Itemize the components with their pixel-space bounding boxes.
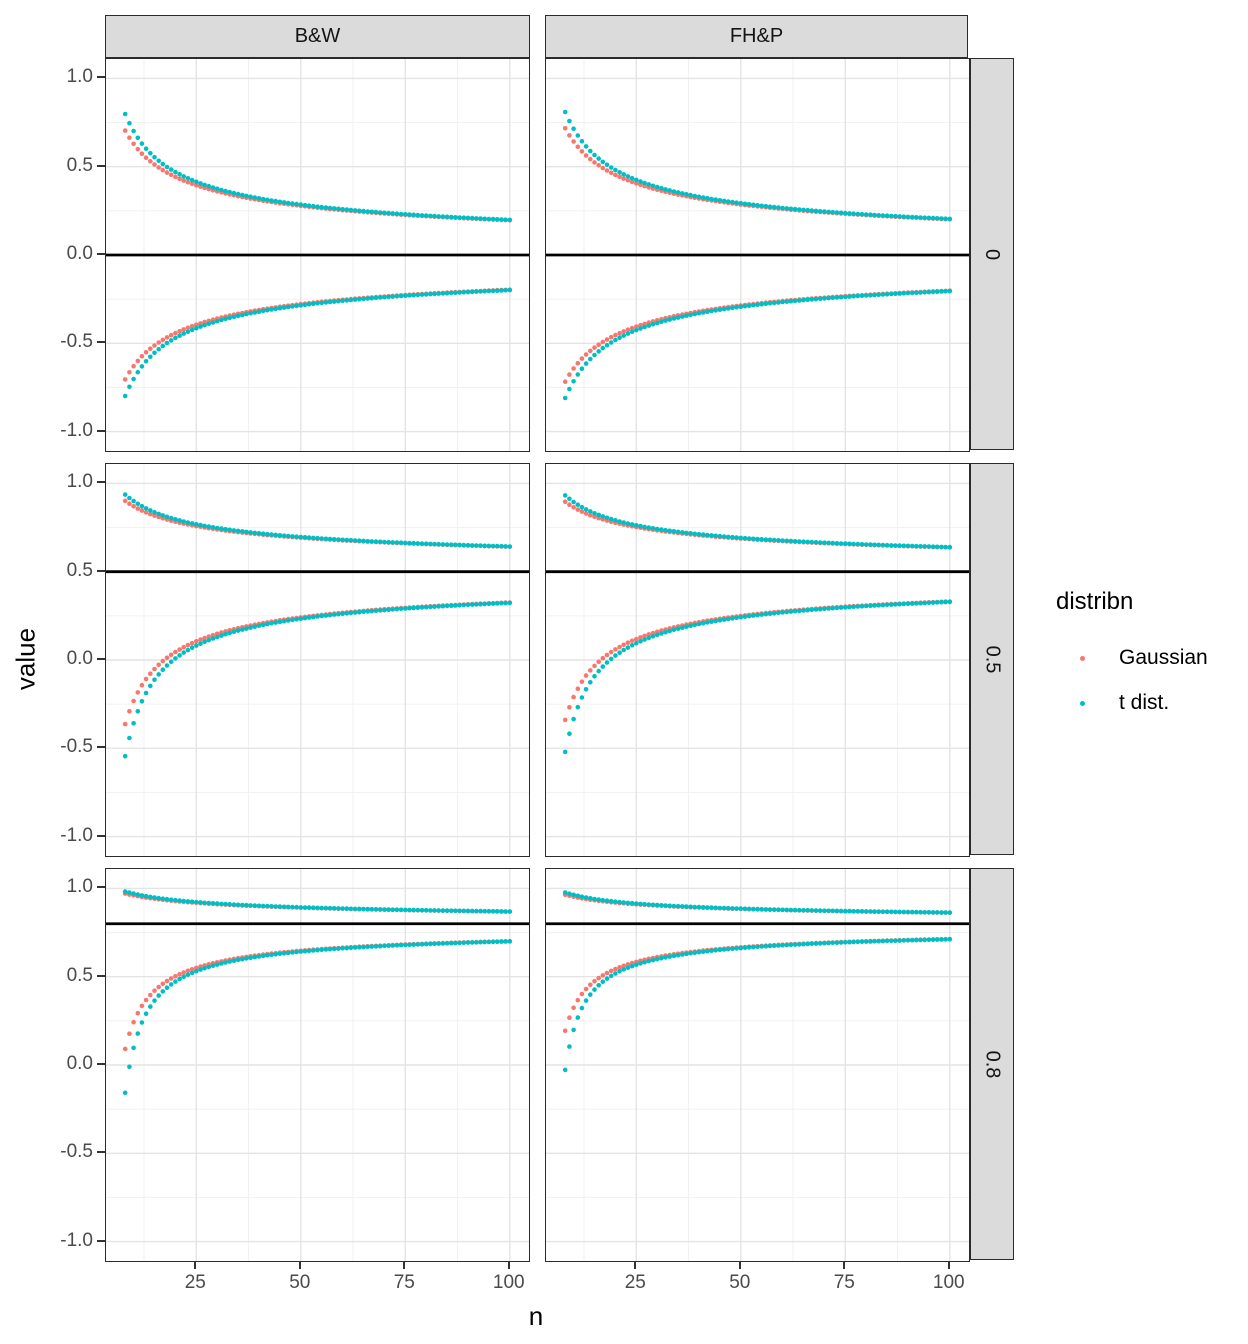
y-tick-mark (97, 481, 105, 484)
legend-item-label: Gaussian (1119, 646, 1208, 669)
y-tick-mark (97, 76, 105, 79)
legend-item-gaussian: Gaussian (1050, 644, 1208, 672)
y-tick-mark (97, 1151, 105, 1154)
x-tick-mark (634, 1261, 637, 1269)
y-tick-label: 0.0 (66, 1053, 93, 1074)
y-tick-mark (97, 253, 105, 255)
panel-FH&P-rho-0 (545, 58, 970, 452)
x-tick-mark (194, 1261, 197, 1269)
x-tick-label: 75 (833, 1272, 855, 1293)
legend-item-t-dist: t dist. (1050, 689, 1169, 717)
facet-row-label: 0.8 (981, 1050, 1004, 1078)
y-tick-label: 0.5 (66, 154, 93, 176)
facet-col-label: B&W (294, 25, 341, 47)
facet-row-label: 0 (981, 248, 1004, 260)
y-tick-label: 1.0 (66, 876, 93, 898)
y-tick-label: -1.0 (60, 419, 93, 441)
x-tick-mark (298, 1261, 301, 1269)
y-tick-label: -0.5 (60, 331, 93, 353)
x-tick-label: 25 (184, 1272, 206, 1293)
y-tick-mark (97, 834, 105, 837)
y-tick-mark (97, 658, 105, 660)
y-tick-label: 0.0 (66, 648, 93, 669)
panel-B&W-rho-0.5 (105, 463, 530, 857)
y-tick-mark (97, 1063, 105, 1065)
y-tick-label: 0.5 (66, 559, 93, 581)
x-tick-label: 50 (729, 1272, 751, 1293)
x-axis-title: n (528, 1301, 544, 1331)
y-tick-label: 0.5 (66, 964, 93, 986)
facet-row-strip-0.8: 0.8 (970, 868, 1014, 1260)
x-tick-label: 50 (289, 1272, 311, 1293)
panel-B&W-rho-0 (105, 58, 530, 452)
x-tick-label: 100 (932, 1272, 965, 1293)
y-tick-mark (97, 974, 105, 977)
y-tick-label: -1.0 (60, 1229, 93, 1251)
y-tick-label: 1.0 (66, 471, 93, 493)
x-tick-label: 25 (624, 1272, 646, 1293)
facet-col-strip-fhp: FH&P (545, 15, 968, 58)
panel-B&W-rho-0.8 (105, 868, 530, 1262)
y-tick-mark (97, 886, 105, 889)
facet-row-label: 0.5 (981, 645, 1004, 673)
y-tick-mark (97, 341, 105, 344)
panel-FH&P-rho-0.8 (545, 868, 970, 1262)
x-tick-mark (507, 1261, 510, 1269)
x-tick-mark (738, 1261, 741, 1269)
x-tick-mark (947, 1261, 950, 1269)
x-tick-mark (403, 1261, 406, 1269)
y-tick-mark (97, 1239, 105, 1242)
gaussian-point-icon (1080, 655, 1085, 661)
y-tick-label: -1.0 (60, 824, 93, 846)
y-tick-label: 1.0 (66, 66, 93, 88)
t-dist-point-icon (1080, 700, 1085, 706)
x-tick-label: 75 (393, 1272, 415, 1293)
x-tick-mark (843, 1261, 846, 1269)
y-tick-label: 0.0 (66, 243, 93, 264)
facet-row-strip-0: 0 (970, 58, 1014, 450)
legend-title: distribn (1056, 588, 1134, 615)
legend-item-label: t dist. (1119, 691, 1170, 714)
facet-col-strip-bw: B&W (105, 15, 530, 58)
y-tick-mark (97, 746, 105, 749)
facet-row-strip-0.5: 0.5 (970, 463, 1014, 855)
y-tick-mark (97, 429, 105, 432)
facet-col-label: FH&P (729, 25, 784, 47)
y-tick-label: -0.5 (60, 736, 93, 758)
panel-FH&P-rho-0.5 (545, 463, 970, 857)
x-tick-label: 100 (492, 1272, 525, 1293)
y-tick-mark (97, 569, 105, 572)
y-tick-mark (97, 164, 105, 167)
y-tick-label: -0.5 (60, 1141, 93, 1163)
